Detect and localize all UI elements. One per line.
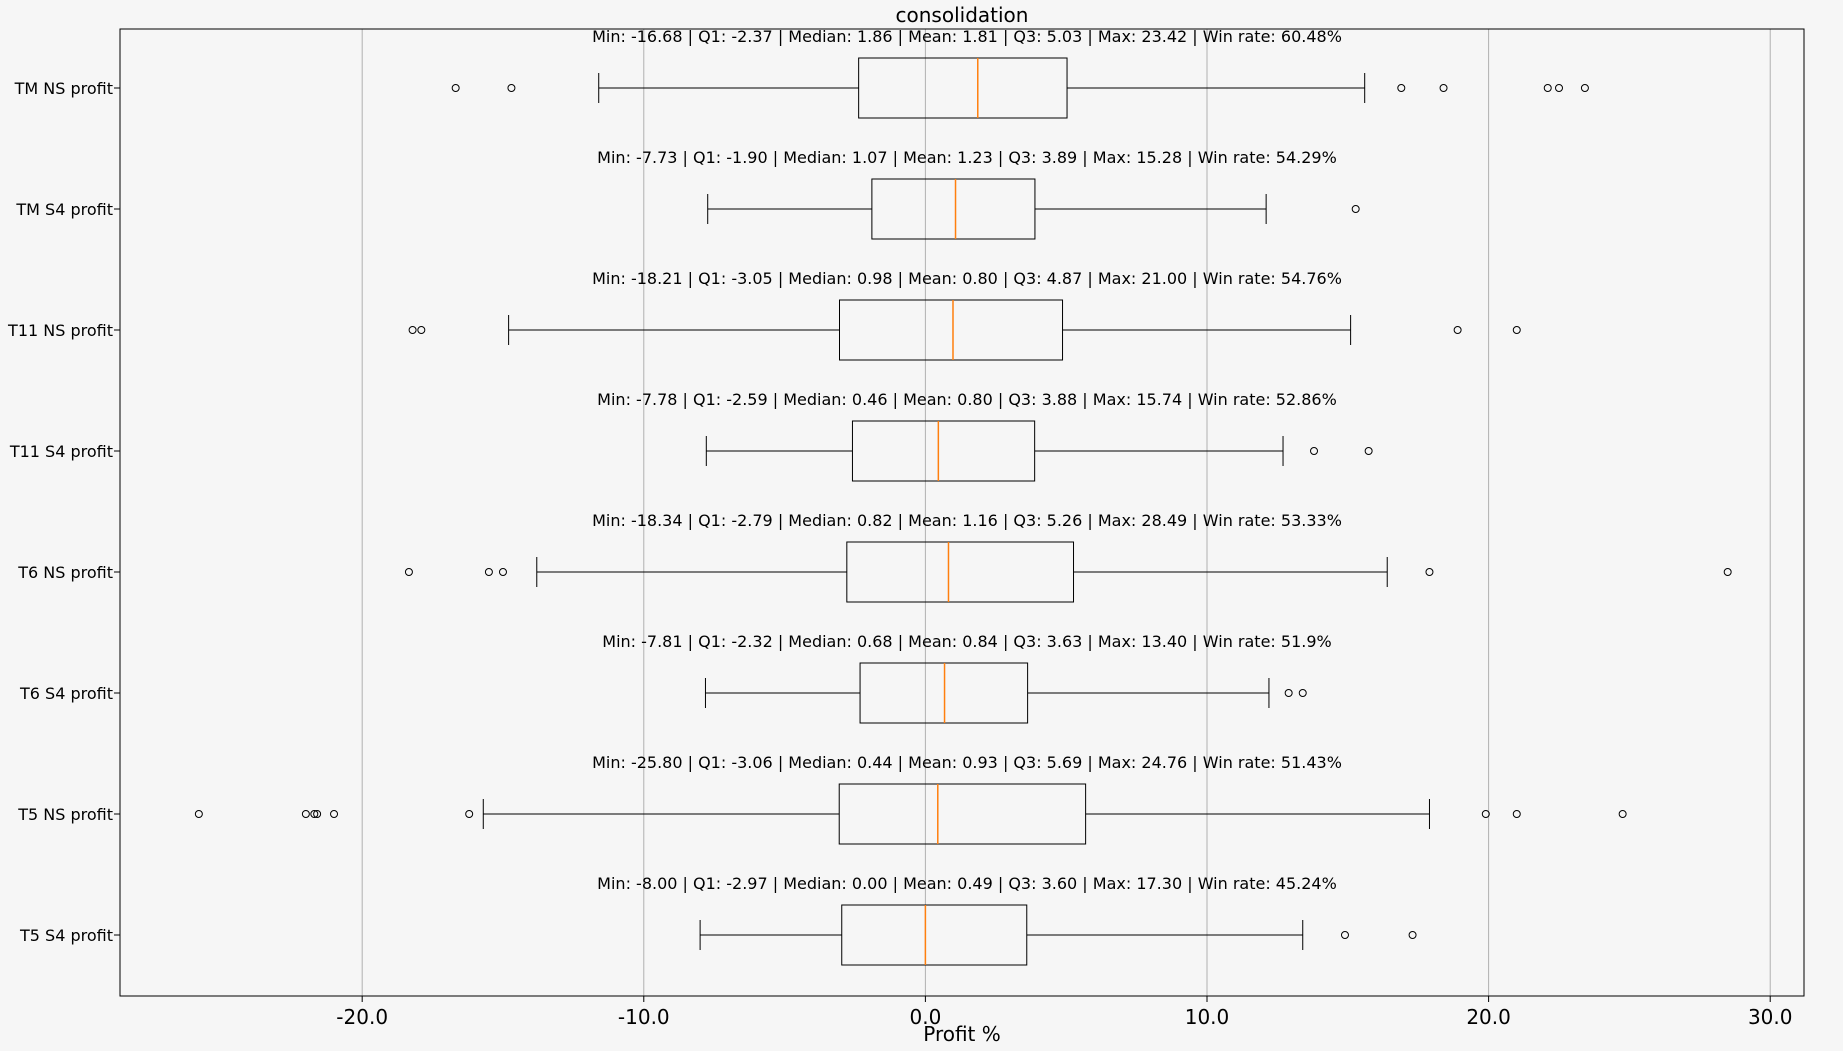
y-category-label: TM NS profit bbox=[14, 79, 113, 98]
outlier-point bbox=[404, 568, 413, 576]
chart-title: consolidation bbox=[896, 3, 1029, 27]
x-tick-label: 10.0 bbox=[1185, 1005, 1230, 1029]
x-tick-label: 20.0 bbox=[1466, 1005, 1511, 1029]
stats-annotation: Min: -25.80 | Q1: -3.06 | Median: 0.44 |… bbox=[592, 753, 1342, 772]
outlier-point bbox=[310, 810, 319, 818]
x-axis-label: Profit % bbox=[923, 1022, 1001, 1046]
iqr-box bbox=[838, 783, 1087, 845]
outlier-point bbox=[301, 810, 310, 818]
box-group: Min: -18.21 | Q1: -3.05 | Median: 0.98 |… bbox=[408, 269, 1521, 361]
y-category-label: T11 S4 profit bbox=[9, 442, 113, 461]
y-axis: TM NS profit TM S4 profit T11 NS profit T11… bbox=[7, 79, 120, 945]
outlier-point bbox=[1310, 447, 1319, 455]
x-tick-label: -10.0 bbox=[618, 1005, 670, 1029]
outlier-point bbox=[1555, 84, 1564, 92]
iqr-box bbox=[841, 904, 1028, 966]
stats-annotation: Min: -18.21 | Q1: -3.05 | Median: 0.98 |… bbox=[592, 269, 1342, 288]
outlier-point bbox=[1397, 84, 1406, 92]
stats-annotation: Min: -16.68 | Q1: -2.37 | Median: 1.86 |… bbox=[592, 27, 1342, 46]
plot-frame bbox=[119, 28, 1805, 997]
iqr-box bbox=[871, 178, 1036, 240]
outlier-point bbox=[194, 810, 203, 818]
outlier-point bbox=[1408, 931, 1417, 939]
stats-annotation: Min: -7.73 | Q1: -1.90 | Median: 1.07 | … bbox=[597, 148, 1337, 167]
y-category-label: T5 NS profit bbox=[17, 805, 113, 824]
y-category-label: T6 S4 profit bbox=[19, 684, 113, 703]
outlier-point bbox=[484, 568, 493, 576]
x-axis: -20.0 -10.0 0.0 10.0 20.0 30.0 bbox=[336, 996, 1792, 1029]
y-category-label: T6 NS profit bbox=[17, 563, 113, 582]
stats-annotation: Min: -8.00 | Q1: -2.97 | Median: 0.00 | … bbox=[597, 874, 1337, 893]
outlier-point bbox=[1453, 326, 1462, 334]
x-tick-label: 30.0 bbox=[1748, 1005, 1793, 1029]
stats-annotation: Min: -7.81 | Q1: -2.32 | Median: 0.68 | … bbox=[602, 632, 1331, 651]
box-group: Min: -7.81 | Q1: -2.32 | Median: 0.68 | … bbox=[602, 632, 1332, 724]
box-group: Min: -16.68 | Q1: -2.37 | Median: 1.86 |… bbox=[451, 27, 1589, 119]
grid-lines bbox=[361, 29, 1771, 996]
box-group: Min: -7.73 | Q1: -1.90 | Median: 1.07 | … bbox=[597, 148, 1360, 240]
x-tick-label: -20.0 bbox=[336, 1005, 388, 1029]
box-group: Min: -25.80 | Q1: -3.06 | Median: 0.44 |… bbox=[194, 753, 1627, 845]
outlier-point bbox=[1512, 326, 1521, 334]
iqr-box bbox=[858, 57, 1068, 119]
outlier-point bbox=[1439, 84, 1448, 92]
outlier-point bbox=[330, 810, 339, 818]
outlier-point bbox=[1481, 810, 1490, 818]
outlier-point bbox=[1284, 689, 1293, 697]
iqr-box bbox=[839, 299, 1064, 361]
outlier-point bbox=[507, 84, 516, 92]
x-tick-label: 0.0 bbox=[909, 1005, 941, 1029]
outlier-point bbox=[451, 84, 460, 92]
outlier-point bbox=[408, 326, 417, 334]
outlier-point bbox=[1618, 810, 1627, 818]
outlier-point bbox=[313, 810, 322, 818]
stats-annotation: Min: -7.78 | Q1: -2.59 | Median: 0.46 | … bbox=[597, 390, 1337, 409]
iqr-box bbox=[846, 541, 1075, 603]
y-category-label: T11 NS profit bbox=[7, 321, 113, 340]
outlier-point bbox=[465, 810, 474, 818]
outlier-point bbox=[1723, 568, 1732, 576]
box-group: Min: -18.34 | Q1: -2.79 | Median: 0.82 |… bbox=[404, 511, 1732, 603]
iqr-box bbox=[851, 420, 1036, 482]
outlier-point bbox=[1580, 84, 1589, 92]
stats-annotation: Min: -18.34 | Q1: -2.79 | Median: 0.82 |… bbox=[592, 511, 1342, 530]
box-group: Min: -7.78 | Q1: -2.59 | Median: 0.46 | … bbox=[597, 390, 1373, 482]
box-group: Min: -8.00 | Q1: -2.97 | Median: 0.00 | … bbox=[597, 874, 1417, 966]
boxes-layer: Min: -16.68 | Q1: -2.37 | Median: 1.86 |… bbox=[194, 27, 1732, 966]
outlier-point bbox=[1351, 205, 1360, 213]
outlier-point bbox=[1298, 689, 1307, 697]
outlier-point bbox=[1425, 568, 1434, 576]
outlier-point bbox=[1512, 810, 1521, 818]
y-category-label: TM S4 profit bbox=[15, 200, 113, 219]
outlier-point bbox=[498, 568, 507, 576]
outlier-point bbox=[1543, 84, 1552, 92]
outlier-point bbox=[417, 326, 426, 334]
outlier-point bbox=[1340, 931, 1349, 939]
y-category-label: T5 S4 profit bbox=[19, 926, 113, 945]
outlier-point bbox=[1364, 447, 1373, 455]
